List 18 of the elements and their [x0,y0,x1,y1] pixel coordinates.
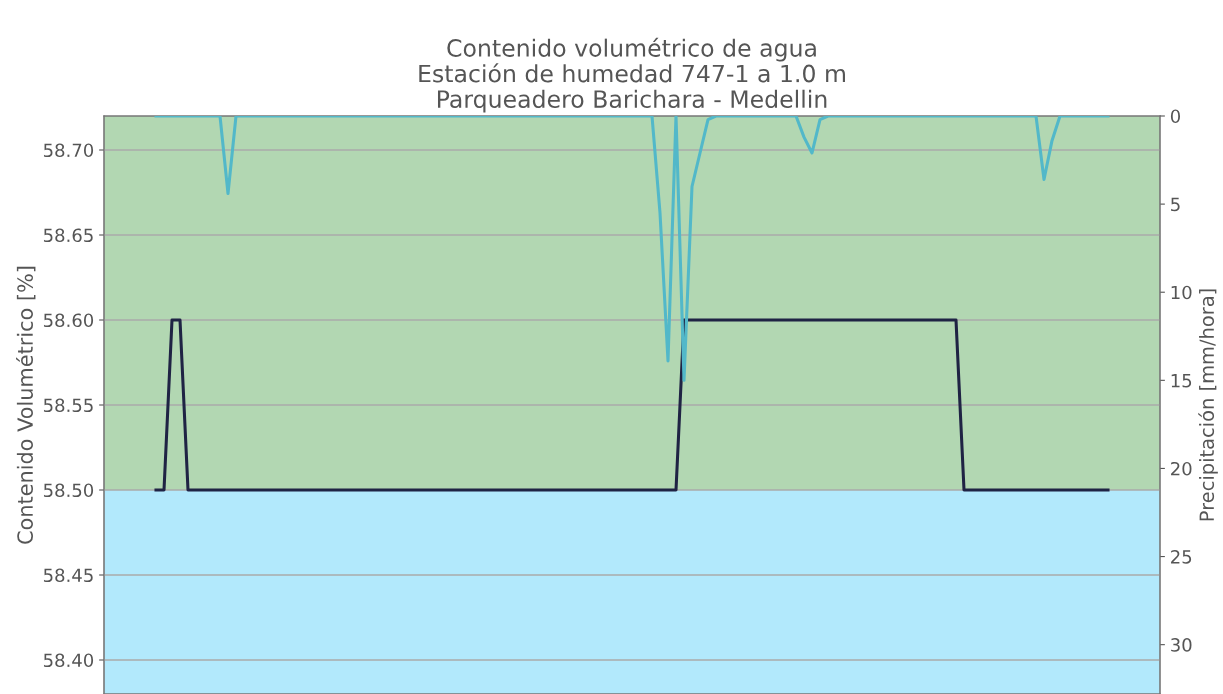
y-tick-label: 58.45 [43,568,93,583]
y-tick-label: 58.60 [43,313,94,328]
y2-tick-label: 0 [1170,109,1181,124]
chart-title: Contenido volumétrico de agua Estación de humedad 747-1 a 1.0 m Parqueadero Barichara - Medellin [419,37,845,113]
y2-tick-label: 5 [1171,197,1180,212]
y-tick-label: 58.65 [43,228,93,243]
y2-tick-label: 25 [1171,550,1192,564]
y-tick-label: 58.70 [43,143,94,158]
y-tick-label: 58.55 [43,398,93,413]
y2-tick-label: 15 [1171,374,1192,388]
line-series [154,116,1110,382]
y-tick-label: 58.40 [43,653,94,668]
y-tick-label: 58.50 [43,483,94,498]
y2-axis-title: Precipitación [mm/hora] [1198,289,1218,521]
y2-tick-label: 10 [1171,285,1192,300]
y2-tick-label: 30 [1171,638,1192,652]
y2-tick-label: 20 [1171,461,1192,476]
y-axis-title: Contenido Volumétrico [%] [16,266,36,544]
